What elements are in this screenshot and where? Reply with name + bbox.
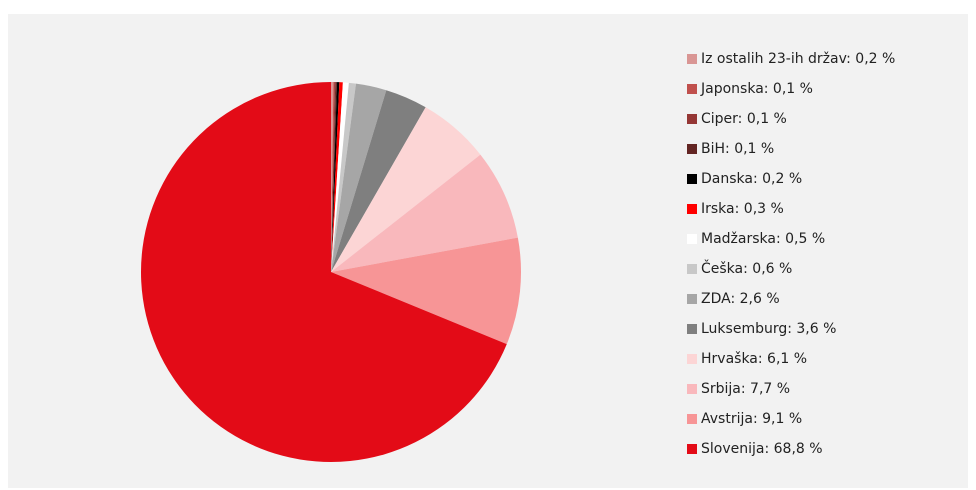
legend-swatch	[687, 234, 697, 244]
pie-slice	[331, 154, 518, 272]
legend-swatch	[687, 84, 697, 94]
legend-label: Irska: 0,3 %	[701, 201, 784, 217]
legend-swatch	[687, 54, 697, 64]
pie-slice	[331, 107, 481, 273]
legend-label: Češka: 0,6 %	[701, 259, 792, 277]
legend-swatch	[687, 294, 697, 304]
pie-slice	[331, 82, 335, 272]
legend-swatch	[687, 384, 697, 394]
pie-slice	[331, 82, 356, 272]
pie-slice	[331, 82, 334, 272]
legend-label: Slovenija: 68,8 %	[701, 441, 823, 457]
legend-swatch	[687, 114, 697, 124]
pie-slice	[331, 82, 337, 273]
pie-slice	[331, 83, 387, 272]
legend-label: Luksemburg: 3,6 %	[701, 321, 836, 337]
legend-label: Hrvaška: 6,1 %	[701, 351, 807, 367]
legend-label: Iz ostalih 23-ih držav: 0,2 %	[701, 51, 895, 67]
pie-slice	[331, 90, 426, 273]
legend-label: Ciper: 0,1 %	[701, 111, 787, 127]
pie-slice	[331, 82, 349, 272]
legend-label: ZDA: 2,6 %	[701, 291, 780, 307]
pie-slice	[141, 82, 507, 462]
legend-label: Avstrija: 9,1 %	[701, 411, 802, 427]
pie-slice	[331, 82, 343, 272]
legend-label: Danska: 0,2 %	[701, 171, 802, 187]
legend-label: Srbija: 7,7 %	[701, 381, 790, 397]
legend-swatch	[687, 444, 697, 454]
legend-label: Madžarska: 0,5 %	[701, 231, 825, 247]
pie-slice	[331, 237, 522, 345]
legend-swatch	[687, 264, 697, 274]
legend-label: Japonska: 0,1 %	[700, 81, 813, 97]
legend-swatch	[687, 144, 697, 154]
legend-swatch	[687, 414, 697, 424]
legend-swatch	[687, 174, 697, 184]
pie-slice	[331, 82, 336, 272]
pie-slice	[331, 82, 340, 272]
legend-swatch	[687, 354, 697, 364]
legend-swatch	[687, 324, 697, 334]
legend-swatch	[687, 204, 697, 214]
legend-label: BiH: 0,1 %	[701, 141, 774, 157]
